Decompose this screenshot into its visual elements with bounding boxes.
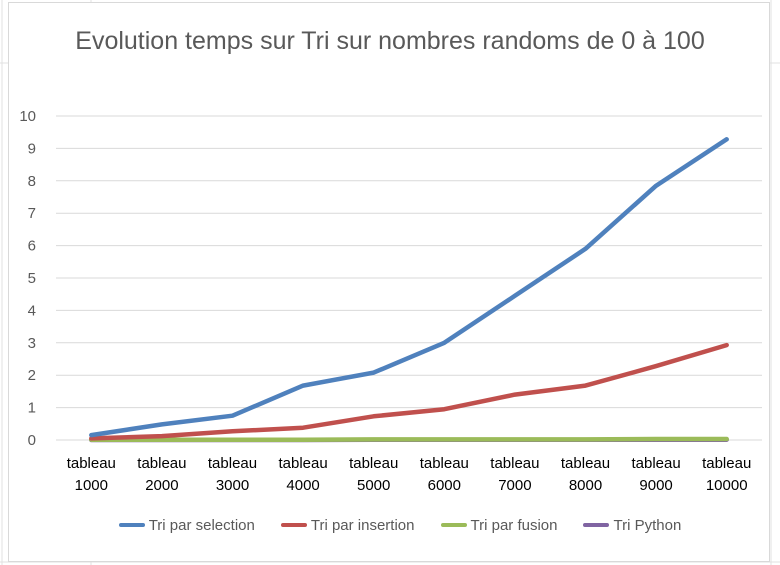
y-tick-label: 9 <box>28 140 36 157</box>
y-axis-ticks: 0 1 2 3 4 5 6 7 8 9 10 <box>19 108 36 449</box>
series-line-tri-par-insertion[interactable] <box>89 342 729 441</box>
legend-swatch <box>118 523 145 527</box>
gridlines <box>56 115 762 441</box>
legend-label: Tri par selection <box>148 516 255 534</box>
y-tick-label: 3 <box>28 335 36 352</box>
y-tick-label: 2 <box>28 367 36 384</box>
legend-item-python[interactable]: Tri Python <box>583 514 681 536</box>
x-axis-ticks: tableau 1000 tableau 2000 tableau 3000 tableau… <box>67 455 752 494</box>
y-tick-label: 0 <box>28 432 36 449</box>
legend-swatch <box>583 523 610 527</box>
y-tick-label: 6 <box>28 238 36 255</box>
y-tick-label: 7 <box>28 205 36 222</box>
legend-label: Tri par insertion <box>310 516 415 534</box>
x-tick-label: tableau <box>137 455 186 472</box>
legend-item-fusion[interactable]: Tri par fusion <box>440 514 558 536</box>
legend: Tri par selection Tri par insertion Tri … <box>60 514 740 536</box>
series-line-tri-par-selection[interactable] <box>89 137 729 438</box>
series-line-tri-par-fusion[interactable] <box>89 436 729 442</box>
x-tick-label: 1000 <box>75 477 108 494</box>
y-tick-label: 1 <box>28 400 36 417</box>
legend-item-insertion[interactable]: Tri par insertion <box>280 514 415 536</box>
x-tick-label: tableau <box>490 455 539 472</box>
chart-area[interactable] <box>8 2 770 562</box>
legend-item-selection[interactable]: Tri par selection <box>118 514 255 536</box>
y-tick-label: 10 <box>19 108 36 125</box>
x-tick-label: tableau <box>561 455 610 472</box>
x-tick-label: tableau <box>420 455 469 472</box>
y-tick-label: 5 <box>28 270 36 287</box>
legend-swatch <box>440 523 467 527</box>
x-tick-label: 8000 <box>569 477 602 494</box>
y-tick-label: 8 <box>28 173 36 190</box>
x-tick-label: tableau <box>702 455 751 472</box>
x-tick-label: tableau <box>208 455 257 472</box>
x-tick-label: tableau <box>631 455 680 472</box>
x-tick-label: 4000 <box>286 477 319 494</box>
legend-swatch <box>280 523 307 527</box>
x-tick-label: 7000 <box>498 477 531 494</box>
x-tick-label: 10000 <box>706 477 748 494</box>
x-tick-label: tableau <box>349 455 398 472</box>
legend-label: Tri Python <box>613 516 682 534</box>
series-lines <box>89 137 729 443</box>
x-tick-label: 9000 <box>639 477 672 494</box>
chart-title: Evolution temps sur Tri sur nombres rand… <box>75 27 705 55</box>
x-tick-label: 3000 <box>216 477 249 494</box>
x-tick-label: 2000 <box>145 477 178 494</box>
legend-label: Tri par fusion <box>470 516 558 534</box>
x-tick-label: tableau <box>67 455 116 472</box>
y-tick-label: 4 <box>28 302 36 319</box>
x-tick-label: 6000 <box>428 477 461 494</box>
x-tick-label: 5000 <box>357 477 390 494</box>
x-tick-label: tableau <box>278 455 327 472</box>
